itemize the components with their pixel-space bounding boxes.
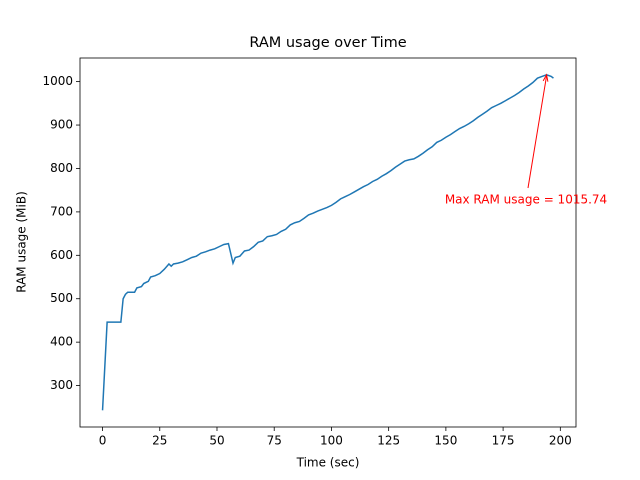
y-tick-label: 1000: [42, 74, 73, 88]
x-tick-label: 25: [152, 434, 167, 448]
x-tick-label: 150: [434, 434, 457, 448]
annotation-text: Max RAM usage = 1015.74: [445, 193, 607, 207]
y-tick-label: 700: [50, 204, 73, 218]
x-tick-label: 50: [209, 434, 224, 448]
line-series: [101, 73, 554, 411]
plot-frame: [79, 57, 577, 428]
x-tick-label: 100: [320, 434, 343, 448]
x-tick-label: 0: [99, 434, 107, 448]
y-tick-label: 500: [50, 291, 73, 305]
y-tick-label: 800: [50, 161, 73, 175]
y-tick-label: 900: [50, 118, 73, 132]
y-tick-label: 400: [50, 335, 73, 349]
y-tick-label: 600: [50, 248, 73, 262]
chart-title: RAM usage over Time: [249, 35, 406, 51]
x-tick-label: 200: [549, 434, 572, 448]
x-tick-label: 175: [492, 434, 515, 448]
annotation-arrowhead: [542, 73, 549, 82]
y-tick-label: 300: [50, 378, 73, 392]
annotation-arrow: [527, 75, 548, 189]
x-tick-label: 125: [377, 434, 400, 448]
x-axis-label: Time (sec): [296, 456, 360, 470]
y-axis-label: RAM usage (MiB): [15, 191, 29, 293]
x-tick-label: 75: [267, 434, 282, 448]
